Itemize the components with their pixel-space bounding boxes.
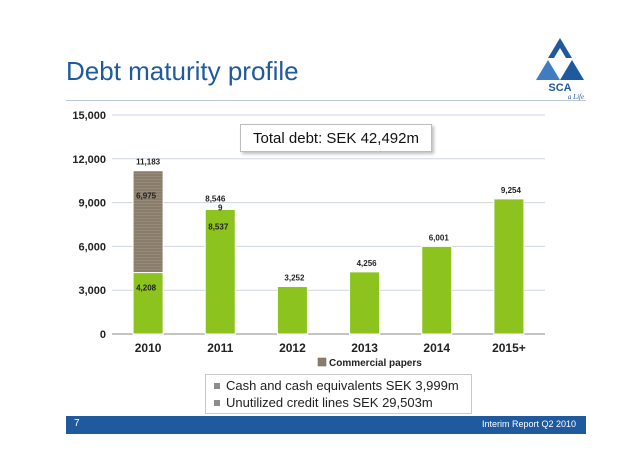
bar-base-2013 <box>349 271 381 335</box>
x-tick-label: 2011 <box>207 341 233 355</box>
note-credit-lines: Unutilized credit lines SEK 29,503m <box>214 395 433 410</box>
bar-base-2010 <box>132 272 164 335</box>
header-divider <box>66 100 586 101</box>
bar-base-2014 <box>421 245 453 335</box>
data-label-base: 8,537 <box>208 222 229 231</box>
note-cash-text: Cash and cash equivalents SEK 3,999m <box>226 378 459 393</box>
note-credit-text: Unutilized credit lines SEK 29,503m <box>226 395 433 410</box>
footer-title: Interim Report Q2 2010 <box>481 419 576 429</box>
svg-text:a Life: a Life <box>568 93 584 100</box>
data-label-commercial-papers: 6,975 <box>136 192 157 201</box>
data-label-base: 4,208 <box>136 284 157 293</box>
y-tick-label: 6,000 <box>78 241 106 253</box>
y-tick-label: 9,000 <box>78 198 106 210</box>
footer-bar: 7 Interim Report Q2 2010 <box>66 416 586 434</box>
data-label-total: 11,183 <box>136 158 161 167</box>
note-cash: Cash and cash equivalents SEK 3,999m <box>214 378 459 393</box>
y-tick-label: 15,000 <box>72 110 106 122</box>
x-tick-label: 2012 <box>279 341 306 355</box>
data-label-total: 8,546 <box>205 194 226 203</box>
notes-box: Cash and cash equivalents SEK 3,999m Unu… <box>205 374 472 414</box>
bar-base-2012 <box>276 286 308 335</box>
bar-base-2011 <box>204 208 236 335</box>
data-label-base: 6,001 <box>429 233 450 242</box>
bullet-icon <box>214 399 220 406</box>
x-tick-label: 2013 <box>351 341 378 355</box>
data-label-base: 9,254 <box>501 186 522 195</box>
data-label-base: 4,256 <box>357 259 378 268</box>
y-tick-label: 3,000 <box>78 285 106 297</box>
bullet-icon <box>214 382 220 389</box>
page-number: 7 <box>74 418 80 429</box>
x-tick-label: 2015+ <box>492 341 526 355</box>
svg-text:SCA: SCA <box>548 82 571 94</box>
y-tick-label: 12,000 <box>72 154 106 166</box>
bar-base-2015+ <box>493 198 525 335</box>
y-tick-label: 0 <box>100 329 106 341</box>
x-tick-label: 2014 <box>423 341 450 355</box>
sca-logo-icon: SCA a Life <box>536 38 584 100</box>
data-label-commercial-papers: 9 <box>218 203 223 212</box>
legend-swatch-commercial-papers <box>317 357 327 367</box>
page-title: Debt maturity profile <box>66 56 299 86</box>
legend-label-commercial-papers: Commercial papers <box>329 358 422 369</box>
data-label-base: 3,252 <box>284 274 305 283</box>
x-tick-label: 2010 <box>135 341 162 355</box>
total-debt-callout: Total debt: SEK 42,492m <box>240 124 432 152</box>
